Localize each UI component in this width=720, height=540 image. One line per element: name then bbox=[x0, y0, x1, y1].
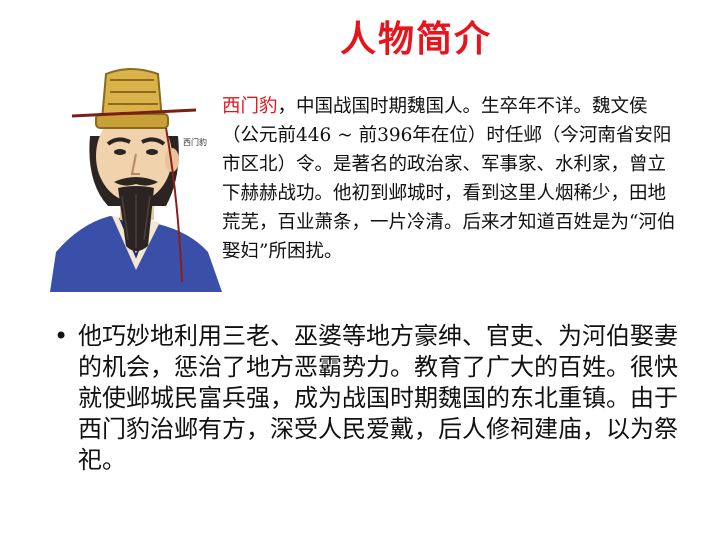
intro-paragraph: 西门豹，中国战国时期魏国人。生卒年不详。魏文侯（公元前446 ~ 前396年在位… bbox=[222, 92, 680, 266]
person-name: 西门豹 bbox=[222, 96, 278, 117]
bullet-item: • 他巧妙地利用三老、巫婆等地方豪绅、官吏、为河伯娶妻的机会，惩治了地方恶霸势力… bbox=[54, 321, 684, 476]
ximen-bao-portrait bbox=[50, 68, 222, 292]
bullet-text: 他巧妙地利用三老、巫婆等地方豪绅、官吏、为河伯娶妻的机会，惩治了地方恶霸势力。教… bbox=[78, 322, 678, 474]
bullet-marker: • bbox=[54, 322, 69, 350]
slide-title: 人物简介 bbox=[340, 19, 493, 60]
intro-text: ，中国战国时期魏国人。生卒年不详。魏文侯（公元前446 ~ 前396年在位）时任… bbox=[222, 96, 676, 262]
portrait-seal-label: 西门豹 bbox=[183, 138, 207, 147]
bullet-list: • 他巧妙地利用三老、巫婆等地方豪绅、官吏、为河伯娶妻的机会，惩治了地方恶霸势力… bbox=[54, 321, 684, 476]
